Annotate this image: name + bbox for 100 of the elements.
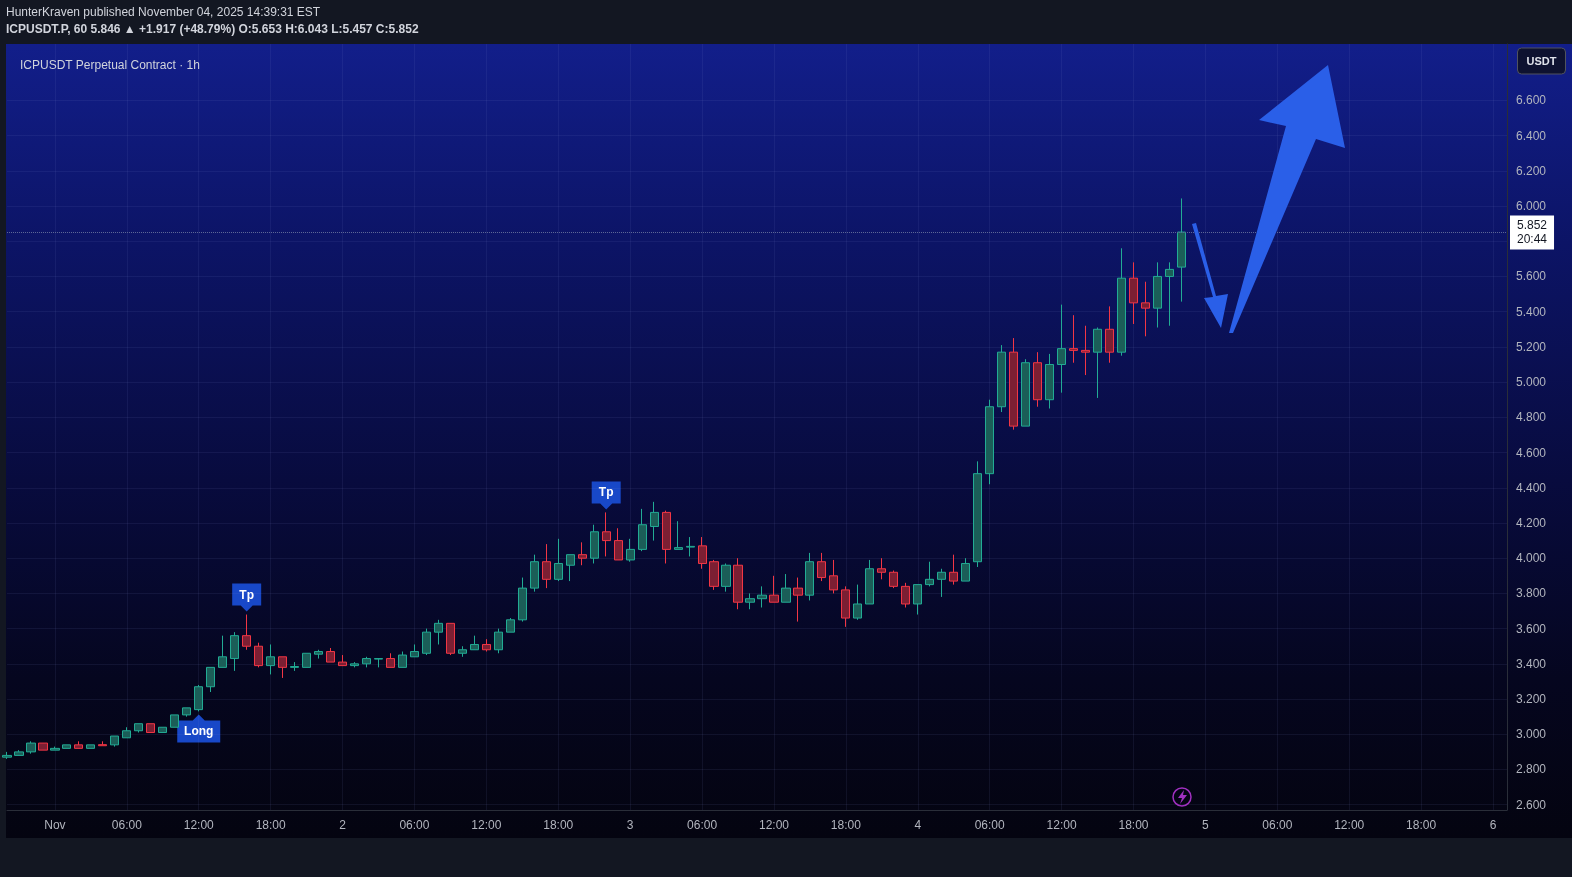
candlestick <box>1021 358 1030 427</box>
candlestick <box>733 557 743 610</box>
candlestick <box>602 511 611 557</box>
y-tick-label: 3.200 <box>1516 692 1547 707</box>
y-tick-label: 6.200 <box>1516 163 1547 178</box>
candlestick <box>913 584 922 616</box>
y-tick-label: 5.200 <box>1516 339 1547 354</box>
y-tick-label: 6.000 <box>1516 199 1547 213</box>
x-tick-label: 06:00 <box>399 818 430 832</box>
candlestick <box>1081 325 1090 376</box>
candlestick <box>74 740 83 749</box>
text: ICPUSDT Perpetual Contract · 1h <box>20 58 200 72</box>
candlestick <box>793 577 803 623</box>
candlestick <box>590 524 599 564</box>
candlestick <box>266 643 275 675</box>
candlestick <box>146 723 155 734</box>
candlestick <box>398 651 407 668</box>
candlestick <box>1105 305 1114 364</box>
y-tick-label: 2.600 <box>1516 797 1547 812</box>
candlestick <box>134 723 143 734</box>
candlestick <box>566 554 575 582</box>
candlestick <box>745 592 755 610</box>
candlestick <box>98 740 107 747</box>
candlestick <box>2 751 12 760</box>
x-tick-label: 12:00 <box>183 818 215 832</box>
candlestick <box>362 656 371 668</box>
candlestick <box>158 726 167 734</box>
candlestick <box>674 520 683 550</box>
y-tick-label: 3.800 <box>1516 586 1547 601</box>
candlestick <box>865 559 874 605</box>
candlestick <box>302 652 311 668</box>
x-tick-label: 4 <box>914 818 922 832</box>
x-tick-label: 18:00 <box>830 818 862 832</box>
candlestick <box>877 557 886 580</box>
y-tick-label: 4.800 <box>1516 410 1547 425</box>
y-tick-label: 6.600 <box>1516 93 1547 108</box>
annotation: Tp <box>598 485 614 500</box>
candlestick <box>1117 247 1126 357</box>
y-tick-label: 5.000 <box>1516 375 1547 390</box>
candlestick <box>961 557 970 582</box>
x-tick-label: 06:00 <box>974 818 1006 832</box>
candlestick <box>626 538 635 563</box>
candlestick <box>853 584 862 621</box>
candlestick <box>1153 261 1162 329</box>
chart-subtitle: ICPUSDT.P, 60 5.846 ▲ +1.917 (+48.79%) O:5.653 H:6.043 L:5.457 C:5.852 <box>6 21 419 38</box>
candlestick <box>1045 353 1054 410</box>
candlestick <box>194 684 203 712</box>
candlestick <box>278 656 287 679</box>
x-tick-label: 2 <box>339 818 347 832</box>
candlestick <box>1033 351 1042 408</box>
candlestick <box>290 661 299 672</box>
y-tick-label: 4.200 <box>1516 515 1547 530</box>
annotation: Tp <box>239 587 255 602</box>
candlestick <box>374 658 383 668</box>
candlestick <box>242 614 251 651</box>
candlestick <box>218 635 227 668</box>
y-tick-label: 3.400 <box>1516 656 1547 671</box>
text: HunterKraven published November 04, 2025 14:39:31 EST <box>6 4 322 21</box>
candlestick <box>518 577 527 623</box>
candlestick <box>482 638 491 653</box>
candlestick <box>458 645 467 658</box>
ref-line-label: 5.852 20:44 <box>1517 218 1548 247</box>
candlestick <box>410 643 419 658</box>
candlestick <box>542 543 551 589</box>
candlestick <box>889 570 898 589</box>
y-tick-label: 5.600 <box>1516 269 1547 284</box>
candlestick <box>206 666 215 693</box>
x-tick-label: 18:00 <box>1406 818 1437 832</box>
candlestick <box>937 568 946 598</box>
candlestick <box>122 726 131 739</box>
candlestick <box>925 561 934 587</box>
annotation: Long <box>184 724 214 739</box>
candlestick <box>38 742 48 751</box>
y-tick-label: 6.400 <box>1516 128 1547 143</box>
candlestick <box>841 585 850 628</box>
candlestick <box>638 508 647 552</box>
candlestick <box>50 746 60 751</box>
y-tick-label: 3.000 <box>1516 727 1547 742</box>
candlestick <box>182 707 191 718</box>
y-tick-label: 4.000 <box>1516 551 1547 566</box>
candlestick <box>170 714 179 728</box>
candlestick <box>494 628 503 654</box>
candlestick <box>721 562 731 593</box>
y-tick-label: 4.400 <box>1516 480 1547 495</box>
candlestick <box>1057 304 1066 394</box>
candlestick <box>973 460 982 568</box>
y-tick-label: 4.600 <box>1516 445 1547 460</box>
candlestick <box>709 559 719 591</box>
candlestick <box>26 740 36 755</box>
candlestick <box>530 554 539 593</box>
x-tick-label: 3 <box>626 818 634 832</box>
candlestick <box>1129 261 1138 325</box>
candlestick <box>614 527 623 561</box>
candlestick <box>817 552 826 582</box>
candlestick <box>1069 314 1078 364</box>
x-tick-label: 06:00 <box>1262 818 1293 832</box>
candlestick <box>901 582 910 608</box>
candlestick <box>470 635 479 651</box>
x-tick-label: 18:00 <box>255 818 286 832</box>
candlestick <box>434 619 443 645</box>
